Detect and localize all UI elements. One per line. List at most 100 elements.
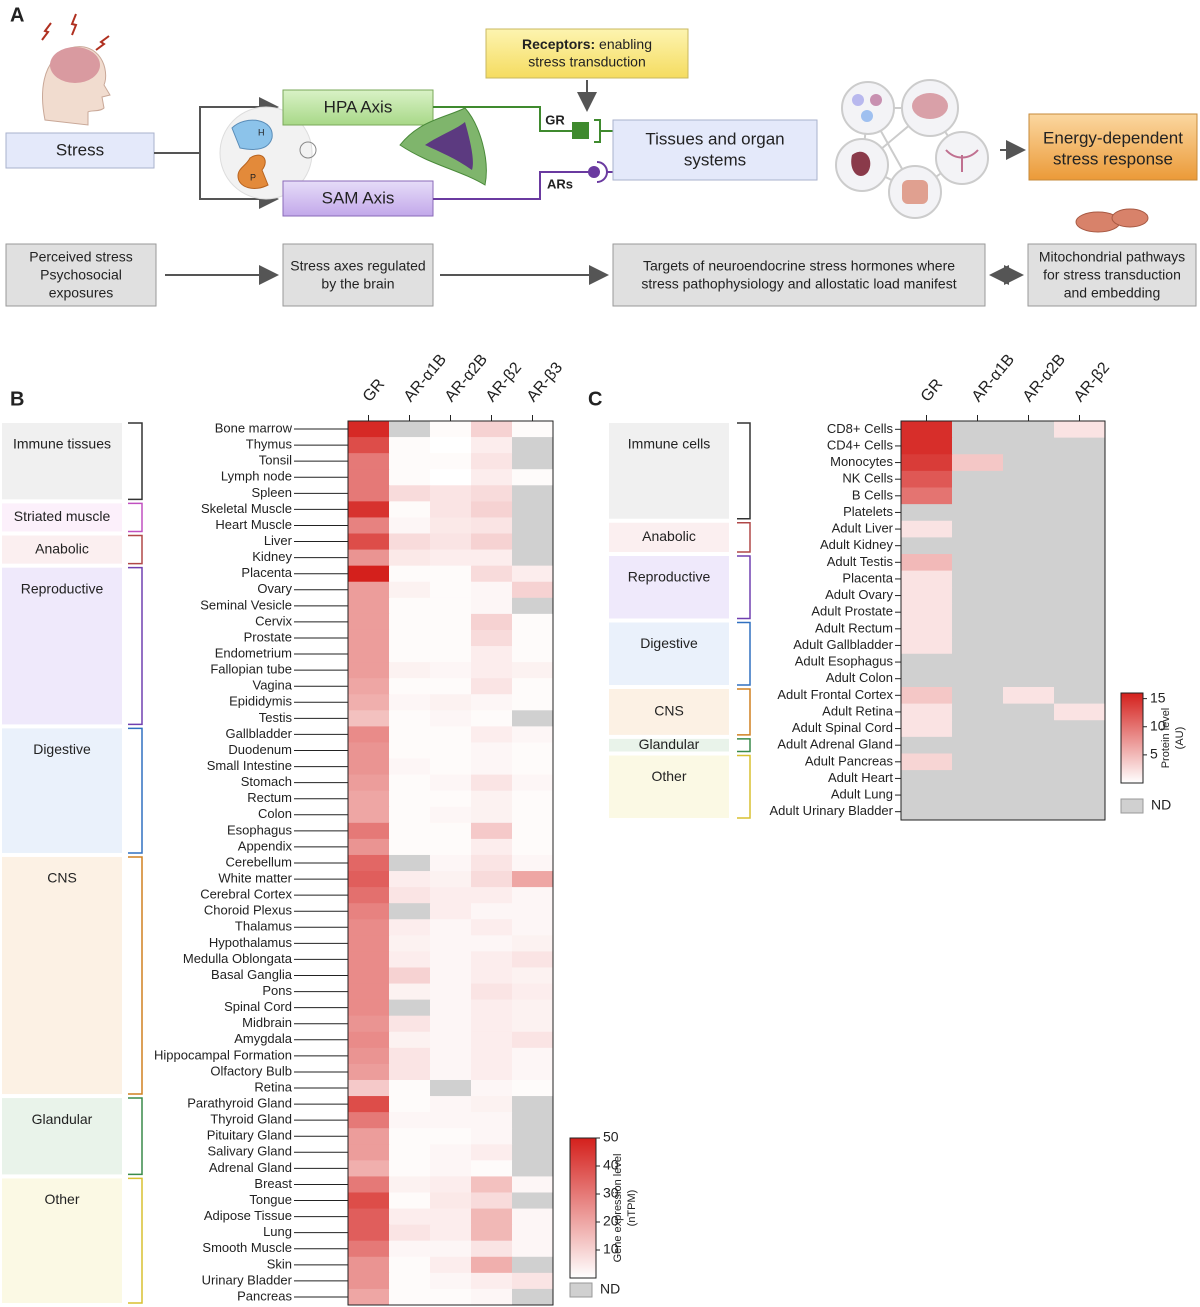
heatmap-cell <box>512 1079 554 1097</box>
heatmap-cell <box>430 437 472 454</box>
stress-box <box>5 132 155 169</box>
heatmap-cell <box>471 517 513 535</box>
heatmap-cell <box>1003 637 1055 655</box>
heatmap-cell <box>348 646 390 663</box>
receptors-bold: Receptors: <box>522 36 595 52</box>
row-label: Duodenum <box>228 742 292 757</box>
row-label: Adult Liver <box>832 521 894 536</box>
heatmap-cell <box>348 597 390 615</box>
heatmap-cell <box>471 1160 513 1177</box>
heatmap-cell <box>389 1240 431 1258</box>
heatmap-cell <box>952 454 1004 472</box>
heatmap-cell <box>952 487 1004 505</box>
heatmap-cell <box>952 504 1004 522</box>
group-label: Immune tissues <box>13 436 111 452</box>
heatmap-cell <box>471 935 513 952</box>
heatmap-cell <box>389 967 431 985</box>
group-bracket <box>737 555 751 620</box>
heatmap-cell <box>512 501 554 518</box>
heatmap-cell <box>389 533 431 551</box>
heatmap-cell <box>1003 720 1055 738</box>
heatmap-cell <box>1054 437 1106 455</box>
group-label: Other <box>651 768 686 784</box>
heatmap-cell <box>389 485 431 502</box>
heatmap-cell <box>901 803 953 821</box>
group-box <box>2 1098 122 1175</box>
heatmap-cell <box>389 1096 431 1113</box>
heatmap-cell <box>1003 703 1055 721</box>
heatmap-cell <box>389 694 431 711</box>
column-label: GR <box>360 376 388 405</box>
heatmap-cell <box>348 710 390 727</box>
heatmap-cell <box>430 838 472 856</box>
bottom-label: by the brain <box>321 276 394 292</box>
heatmap-cell <box>901 421 953 439</box>
heatmap-cell <box>901 687 953 705</box>
heatmap-cell <box>348 1128 390 1145</box>
heatmap-cell <box>389 838 431 856</box>
group-box <box>2 856 122 1095</box>
heatmap-cell <box>348 854 390 872</box>
heatmap-cell <box>348 838 390 856</box>
group-box <box>2 1178 122 1303</box>
energy-label: stress response <box>1053 149 1173 168</box>
heatmap-cell <box>512 822 554 840</box>
group-bracket <box>737 738 751 753</box>
gr-label: GR <box>545 112 565 127</box>
heatmap-cell <box>348 629 390 647</box>
row-label: Adrenal Gland <box>209 1160 292 1175</box>
heatmap-cell <box>1054 753 1106 771</box>
row-label: Monocytes <box>830 454 893 469</box>
row-label: Placenta <box>241 565 292 580</box>
heatmap-cell <box>348 822 390 840</box>
row-label: Platelets <box>843 504 893 519</box>
heatmap-cell <box>430 1128 472 1145</box>
heatmap-cell <box>1054 736 1106 754</box>
heatmap-cell <box>348 1047 390 1065</box>
heatmap-cell <box>348 1176 390 1193</box>
gr-receptor <box>572 122 589 139</box>
heatmap-cell <box>512 485 554 502</box>
heatmap-cell <box>430 662 472 679</box>
heatmap-cell <box>471 871 513 888</box>
heatmap-cell <box>471 758 513 776</box>
heatmap-panel: B Immune tissues Striated muscle Anabolic Re… <box>2 351 638 1306</box>
heatmap-cell <box>389 903 431 920</box>
column-label: AR-α2B <box>442 351 491 405</box>
heatmap-cell <box>430 1063 472 1081</box>
colorbar-tick-label: 10 <box>603 1241 619 1257</box>
group-label: Glandular <box>639 736 700 752</box>
heatmap-cell <box>471 646 513 663</box>
heatmap-cell <box>430 854 472 872</box>
group-box <box>2 567 122 725</box>
heatmap-cell <box>952 770 1004 788</box>
row-label: Kidney <box>252 549 292 564</box>
row-label: Skeletal Muscle <box>201 501 292 516</box>
bottom-label: Perceived stress <box>29 249 132 265</box>
heatmap-cell <box>348 951 390 968</box>
row-label: White matter <box>218 871 292 886</box>
heatmap-cell <box>389 871 431 888</box>
row-label: Spleen <box>252 485 292 500</box>
bottom-box <box>1027 243 1197 307</box>
heatmap-cell <box>389 662 431 679</box>
heatmap-cell <box>430 549 472 567</box>
row-label: Appendix <box>238 838 293 853</box>
heatmap-cell <box>348 1160 390 1177</box>
heatmap-cell <box>389 517 431 535</box>
heatmap-cell <box>901 770 953 788</box>
heatmap-cell <box>430 629 472 647</box>
heatmap-cell <box>471 453 513 470</box>
heatmap-cell <box>512 565 554 583</box>
colorbar-label: (AU) <box>1174 727 1186 750</box>
heatmap-cell <box>952 421 1004 439</box>
heatmap-cell <box>512 742 554 760</box>
row-label: Placenta <box>842 570 893 585</box>
row-label: B Cells <box>852 487 894 502</box>
column-label: AR-α2B <box>1020 351 1069 405</box>
heatmap-cell <box>952 554 1004 572</box>
panel-label: A <box>10 4 24 26</box>
heatmap-cell <box>430 1272 472 1290</box>
group-bracket <box>128 534 143 565</box>
group-label: Striated muscle <box>14 508 111 524</box>
